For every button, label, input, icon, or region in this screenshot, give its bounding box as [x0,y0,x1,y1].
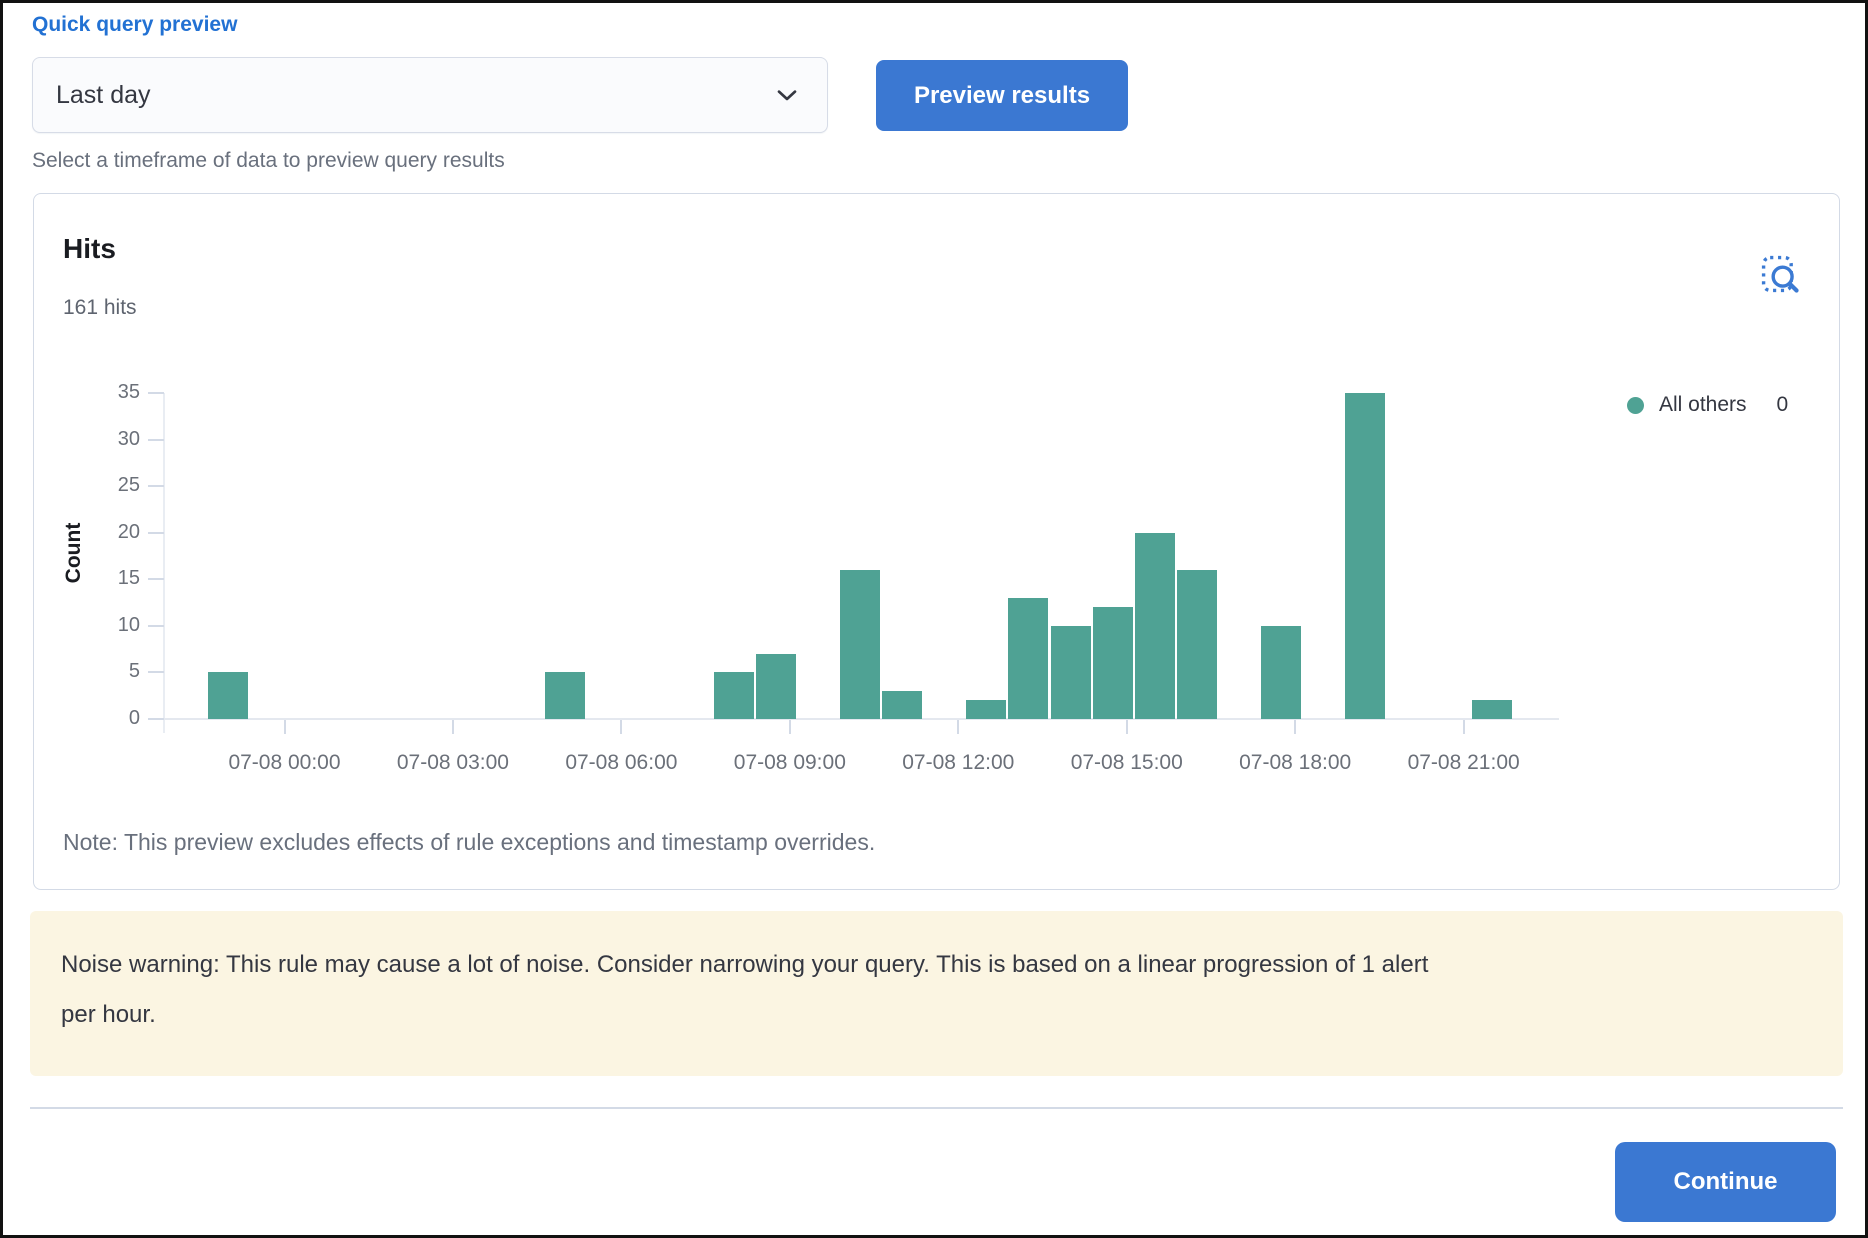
hits-bar-chart: 0 5 10 15 20 25 30 35 07-08 00:00 07-08 03:00 07-0… [3,3,1865,1235]
bar[interactable] [545,672,585,719]
bar[interactable] [1261,626,1301,719]
x-tick-mark [1125,720,1128,734]
y-tick-label: 20 [117,520,140,543]
x-axis-line [164,718,1559,720]
x-tick-mark [451,720,454,734]
inspect-button[interactable] [1753,247,1807,301]
footer-divider [30,1107,1843,1109]
continue-button[interactable]: Continue [1615,1142,1836,1222]
bar[interactable] [882,691,922,719]
x-tick-mark [620,720,623,734]
y-tick-label: 15 [117,567,140,590]
x-tick-mark [1462,720,1465,734]
timeframe-select-value: Last day [56,80,151,109]
x-tick-mark [1294,720,1297,734]
y-tick-label: 5 [128,660,140,683]
chevron-down-icon [771,79,803,111]
preview-results-button[interactable]: Preview results [876,60,1128,131]
bar[interactable] [1472,700,1512,719]
y-tick-mark [148,624,164,627]
section-title: Quick query preview [32,13,238,36]
noise-warning-text: Noise warning: This rule may cause a lot… [61,951,1429,1028]
y-tick-label: 25 [117,474,140,497]
y-tick-mark [148,438,164,441]
bar[interactable] [714,672,754,719]
y-tick-mark [148,485,164,488]
y-tick-mark [148,392,164,394]
y-tick-label: 10 [117,613,140,636]
legend-item-all-others[interactable]: All others 0 [1627,393,1788,417]
timeframe-select[interactable]: Last day [32,57,828,133]
y-tick-mark [148,578,164,581]
panel-title: Hits [63,233,116,264]
bar[interactable] [1093,607,1133,719]
x-tick-label: 07-08 03:00 [396,751,509,774]
bar[interactable] [1135,533,1175,719]
hits-panel [33,193,1840,890]
bar[interactable] [1345,393,1385,719]
legend-dot-icon [1627,396,1644,414]
x-tick-label: 07-08 12:00 [902,751,1015,774]
x-tick-mark [957,720,960,734]
timeframe-helper-text: Select a timeframe of data to preview qu… [32,149,505,172]
x-tick-label: 07-08 18:00 [1239,751,1352,774]
y-tick-mark [148,671,164,674]
bar[interactable] [1177,570,1217,719]
x-tick-label: 07-08 21:00 [1407,751,1520,774]
y-tick-label: 0 [128,707,140,729]
y-tick-label: 30 [117,427,140,450]
y-tick-label: 35 [117,381,140,403]
bar[interactable] [208,672,248,719]
bar[interactable] [966,700,1006,719]
x-tick-label: 07-08 15:00 [1070,751,1183,774]
hits-count: 161 hits [63,296,137,319]
noise-warning-callout: Noise warning: This rule may cause a lot… [30,911,1843,1076]
x-tick-label: 07-08 00:00 [228,751,341,774]
y-axis-line [163,393,165,733]
y-tick-mark [148,718,164,720]
bar[interactable] [840,570,880,719]
legend-label: All others [1659,393,1747,416]
x-tick-mark [788,720,791,734]
x-tick-label: 07-08 06:00 [565,751,678,774]
legend-value: 0 [1776,393,1789,416]
inspect-icon [1759,253,1801,295]
y-tick-mark [148,531,164,534]
x-tick-mark [283,720,286,734]
quick-query-preview-page: Quick query preview Last day Preview res… [3,3,1865,1235]
bar[interactable] [756,654,796,719]
bar[interactable] [1051,626,1091,719]
x-tick-label: 07-08 09:00 [733,751,846,774]
bar[interactable] [1008,598,1048,719]
preview-note: Note: This preview excludes effects of r… [63,829,876,855]
